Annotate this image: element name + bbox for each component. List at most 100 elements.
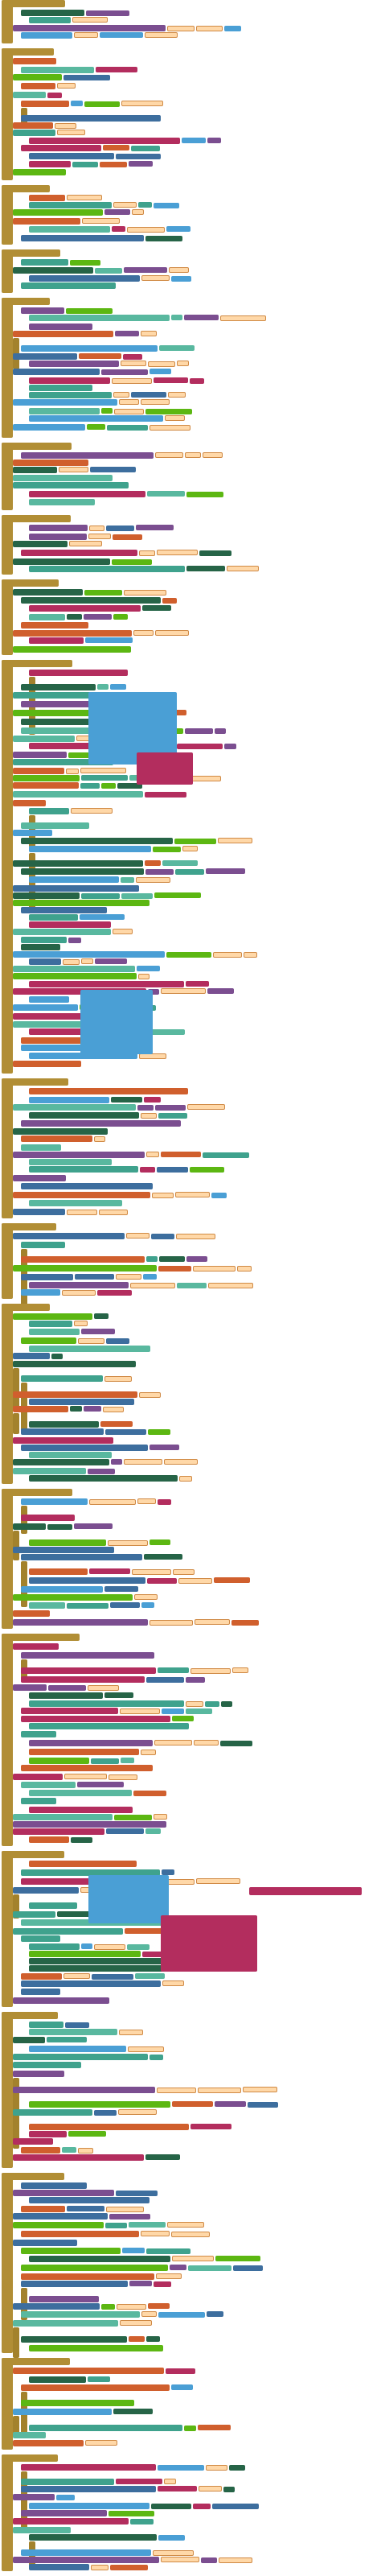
- string-literal[interactable]: [134, 1594, 158, 1600]
- event-block-rail[interactable]: [2, 443, 13, 510]
- statement-block[interactable]: [13, 1021, 108, 1028]
- value-block[interactable]: [101, 2304, 115, 2310]
- statement-block[interactable]: [29, 226, 110, 233]
- string-literal[interactable]: [138, 974, 150, 979]
- statement-block[interactable]: [21, 1973, 62, 1980]
- statement-block[interactable]: [29, 1475, 178, 1482]
- statement-block[interactable]: [29, 605, 141, 612]
- value-block[interactable]: [142, 605, 171, 611]
- statement-block[interactable]: [13, 130, 55, 136]
- statement-block[interactable]: [21, 282, 116, 289]
- value-block[interactable]: [144, 1554, 182, 1560]
- statement-block[interactable]: [29, 202, 112, 208]
- value-block[interactable]: [231, 1620, 259, 1626]
- statement-block[interactable]: [13, 2138, 53, 2145]
- value-block[interactable]: [105, 2223, 127, 2228]
- value-block[interactable]: [122, 2248, 145, 2253]
- string-literal[interactable]: [106, 2207, 144, 2212]
- statement-block[interactable]: [13, 2409, 112, 2415]
- event-block-header[interactable]: [2, 2173, 64, 2180]
- value-block[interactable]: [185, 728, 213, 734]
- statement-block[interactable]: [29, 408, 100, 414]
- statement-block[interactable]: [21, 2206, 65, 2212]
- statement-block[interactable]: [13, 353, 77, 360]
- statement-block[interactable]: [29, 637, 84, 644]
- statement-block[interactable]: [21, 1120, 181, 1127]
- event-block-rail[interactable]: [2, 1851, 13, 2007]
- string-literal[interactable]: [198, 2088, 241, 2093]
- statement-block[interactable]: [13, 74, 62, 80]
- value-block[interactable]: [162, 860, 198, 866]
- value-block[interactable]: [104, 209, 130, 215]
- string-literal[interactable]: [164, 2479, 176, 2484]
- statement-block[interactable]: [13, 92, 46, 98]
- value-block[interactable]: [141, 1602, 154, 1608]
- statement-block[interactable]: [13, 169, 66, 175]
- string-literal[interactable]: [141, 275, 170, 281]
- value-block[interactable]: [186, 1256, 207, 1262]
- statement-block[interactable]: [21, 235, 144, 241]
- statement-block[interactable]: [29, 361, 119, 367]
- value-block[interactable]: [62, 2147, 76, 2153]
- value-block[interactable]: [146, 2248, 190, 2254]
- statement-block[interactable]: [13, 267, 93, 274]
- value-block[interactable]: [162, 1708, 184, 1714]
- statement-block[interactable]: [13, 1468, 86, 1474]
- statement-block[interactable]: [21, 2464, 156, 2471]
- value-block[interactable]: [90, 467, 136, 472]
- statement-block[interactable]: [21, 2510, 107, 2516]
- string-literal[interactable]: [89, 1499, 136, 1505]
- value-block[interactable]: [72, 162, 98, 167]
- statement-block[interactable]: [13, 951, 165, 958]
- statement-block[interactable]: [21, 1989, 60, 1995]
- statement-block[interactable]: [21, 1274, 73, 1280]
- string-literal[interactable]: [150, 425, 190, 431]
- statement-block[interactable]: [21, 1183, 153, 1189]
- statement-block[interactable]: [29, 846, 151, 852]
- string-literal[interactable]: [218, 838, 252, 843]
- string-literal[interactable]: [94, 1944, 125, 1950]
- statement-block[interactable]: [13, 2303, 100, 2310]
- statement-block[interactable]: [21, 907, 107, 913]
- value-block[interactable]: [148, 989, 159, 995]
- statement-block[interactable]: [13, 218, 80, 225]
- statement-block[interactable]: [21, 2479, 114, 2485]
- value-block[interactable]: [91, 1758, 119, 1764]
- string-literal[interactable]: [127, 227, 165, 233]
- string-literal[interactable]: [220, 315, 266, 321]
- value-block[interactable]: [109, 2214, 150, 2219]
- value-block[interactable]: [145, 792, 186, 798]
- statement-block[interactable]: [29, 17, 71, 23]
- string-literal[interactable]: [176, 1234, 215, 1239]
- statement-block[interactable]: [29, 1088, 188, 1094]
- statement-block[interactable]: [13, 966, 135, 972]
- event-block-header[interactable]: [2, 660, 72, 667]
- string-literal[interactable]: [243, 2087, 277, 2092]
- value-block[interactable]: [148, 2303, 170, 2309]
- statement-block[interactable]: [13, 1887, 79, 1894]
- statement-block[interactable]: [13, 646, 131, 653]
- value-block[interactable]: [129, 2281, 152, 2286]
- event-block-header[interactable]: [2, 579, 59, 587]
- string-literal[interactable]: [237, 1266, 252, 1272]
- value-block[interactable]: [150, 1539, 170, 1545]
- statement-block[interactable]: [29, 525, 88, 531]
- event-block-rail[interactable]: [2, 1304, 13, 1484]
- value-block[interactable]: [109, 2511, 154, 2516]
- value-block[interactable]: [148, 1429, 170, 1435]
- statement-block[interactable]: [21, 1289, 60, 1296]
- statement-block[interactable]: [13, 2109, 92, 2116]
- value-block[interactable]: [106, 1338, 129, 1344]
- value-block[interactable]: [88, 2376, 110, 2382]
- statement-block[interactable]: [21, 1256, 145, 1263]
- statement-block[interactable]: [29, 1943, 80, 1950]
- value-block[interactable]: [211, 1193, 227, 1198]
- value-block[interactable]: [158, 2486, 197, 2492]
- statement-block[interactable]: [21, 1935, 60, 1942]
- string-literal[interactable]: [119, 399, 139, 405]
- string-literal[interactable]: [141, 2231, 170, 2236]
- value-block[interactable]: [158, 1113, 187, 1119]
- string-literal[interactable]: [164, 1459, 198, 1465]
- string-literal[interactable]: [153, 2550, 194, 2556]
- statement-block[interactable]: [29, 2022, 63, 2028]
